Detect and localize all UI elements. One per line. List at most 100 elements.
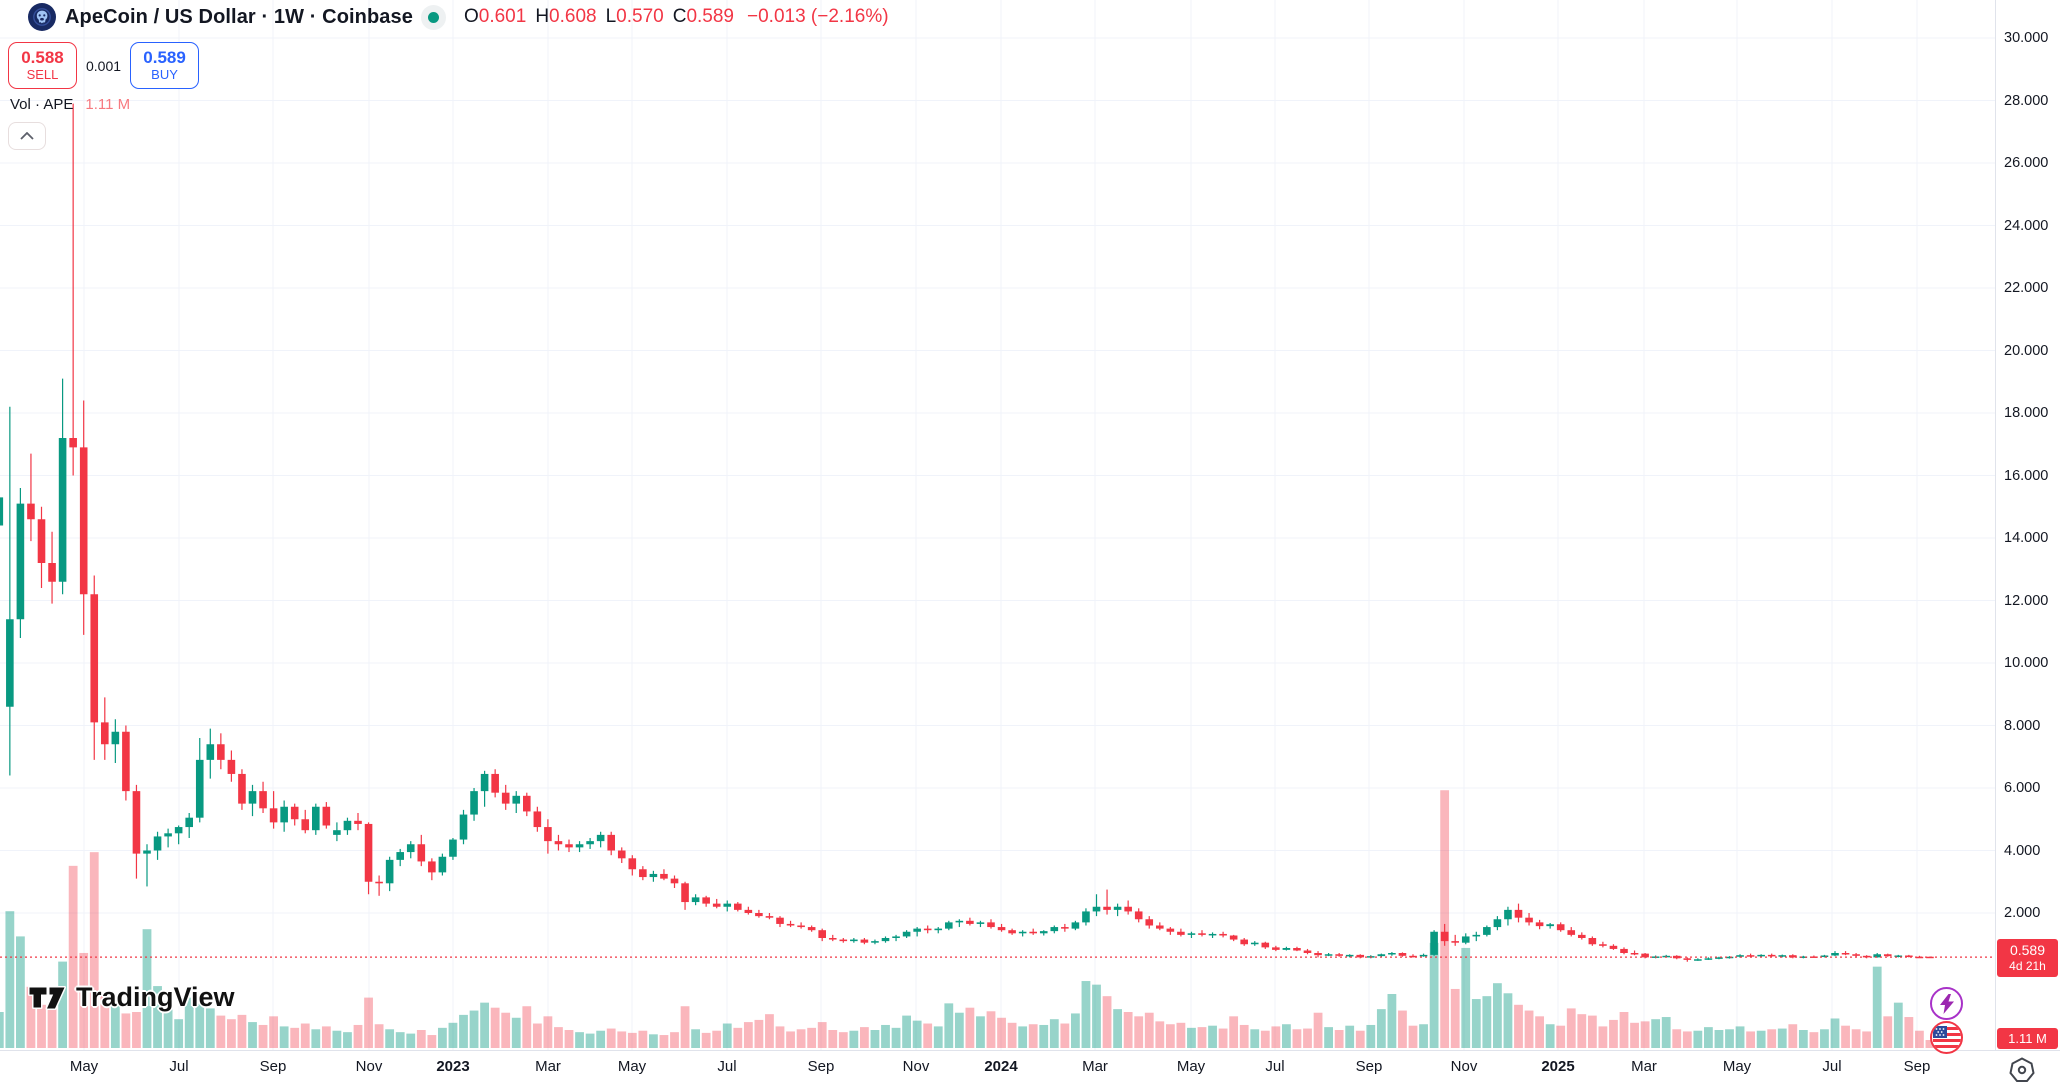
- volume-bar: [163, 1001, 173, 1048]
- time-axis-settings-button[interactable]: [2008, 1056, 2036, 1089]
- volume-bar: [110, 1003, 120, 1048]
- volume-bar: [1756, 1030, 1766, 1048]
- candle-body: [1029, 931, 1037, 934]
- volume-indicator-value: 1.11 M: [85, 96, 131, 113]
- buy-label: BUY: [151, 66, 178, 82]
- volume-indicator-legend[interactable]: Vol · APE 1.11 M: [10, 96, 130, 113]
- volume-bar: [427, 1035, 437, 1048]
- volume-bar: [976, 1016, 985, 1048]
- candle-body: [1451, 941, 1459, 943]
- time-axis-label: Jul: [1822, 1058, 1842, 1075]
- instant-trading-button[interactable]: [1930, 987, 1963, 1020]
- candle-body: [997, 927, 1006, 931]
- candle-body: [333, 830, 341, 835]
- candle-body: [1356, 954, 1365, 958]
- time-axis-label: May: [69, 1058, 99, 1075]
- volume-bar: [26, 986, 36, 1048]
- candle-body: [48, 563, 56, 582]
- volume-bar: [638, 1030, 648, 1048]
- candle-body: [290, 806, 299, 820]
- volume-bar: [448, 1022, 458, 1048]
- volume-bar: [1049, 1019, 1059, 1048]
- volume-bar: [944, 1003, 954, 1048]
- volume-bar: [5, 911, 15, 1048]
- candle-body: [269, 808, 278, 823]
- volume-bar: [1672, 1029, 1682, 1048]
- candle-body: [27, 503, 35, 520]
- candle-body: [1303, 950, 1312, 953]
- us-flag-icon: [1932, 1025, 1961, 1048]
- volume-bar: [227, 1019, 236, 1048]
- candle-body: [1440, 931, 1449, 942]
- volume-bar: [1735, 1026, 1745, 1048]
- candle-body: [1736, 955, 1744, 957]
- volume-bar: [1324, 1027, 1333, 1048]
- symbol-title[interactable]: ApeCoin / US Dollar · 1W · Coinbase: [65, 5, 413, 28]
- volume-bar: [353, 1024, 363, 1048]
- apecoin-logo-icon[interactable]: [28, 3, 56, 31]
- candle-body: [1799, 956, 1808, 958]
- volume-bar: [670, 1032, 679, 1048]
- candle-body: [1430, 931, 1438, 955]
- market-status-dot-icon[interactable]: [427, 11, 439, 23]
- candle-body: [1134, 911, 1143, 920]
- candle-body: [1514, 909, 1523, 918]
- volume-bar: [1313, 1012, 1323, 1048]
- candle-body: [1546, 924, 1554, 927]
- volume-bar: [1566, 1008, 1576, 1048]
- candle-body: [217, 744, 225, 760]
- candle-body: [58, 438, 67, 582]
- candle-body: [470, 791, 478, 815]
- volume-bar: [606, 1028, 616, 1048]
- candle-body: [1103, 906, 1111, 910]
- volume-bar: [1493, 983, 1502, 1048]
- price-axis-label: 18.000: [2004, 405, 2049, 421]
- volume-bar: [16, 936, 25, 1048]
- volume-bar: [881, 1024, 890, 1048]
- candle-body: [744, 909, 753, 913]
- time-axis-label: Jul: [717, 1058, 737, 1075]
- volume-bar: [575, 1032, 584, 1048]
- volume-bar: [1883, 1016, 1893, 1048]
- volume-bar: [1851, 1029, 1861, 1048]
- volume-bar: [1144, 1012, 1154, 1048]
- candle-body: [449, 839, 457, 857]
- volume-bar: [1039, 1024, 1049, 1048]
- volume-bar: [300, 1023, 310, 1048]
- price-axis[interactable]: 30.000 28.000 26.000 24.000 22.000 20.000 18.0…: [1995, 0, 2060, 1050]
- candle-body: [164, 833, 172, 837]
- volume-bar: [860, 1027, 869, 1048]
- time-axis[interactable]: May Jul Sep Nov 2023 Mar May Jul Sep Nov 2024 Mar Ma…: [0, 1050, 2060, 1089]
- volume-bar: [1440, 790, 1450, 1048]
- candle-body: [1841, 953, 1850, 955]
- candle-body: [934, 928, 943, 931]
- sell-button[interactable]: 0.588 SELL: [8, 42, 77, 89]
- buy-button[interactable]: 0.589 BUY: [130, 42, 200, 89]
- volume-bar: [1809, 1032, 1819, 1048]
- time-axis-label: May: [617, 1058, 647, 1075]
- volume-bar: [997, 1017, 1006, 1048]
- candle-body: [1208, 933, 1217, 936]
- candle-body: [1335, 954, 1343, 956]
- volume-bar: [1587, 1015, 1597, 1048]
- market-region-button[interactable]: [1930, 1021, 1963, 1054]
- collapse-indicator-button[interactable]: [8, 122, 46, 150]
- price-axis-label: 12.000: [2004, 592, 2049, 609]
- candle-body: [1229, 935, 1238, 940]
- volume-bar: [786, 1031, 795, 1048]
- time-axis-label: May: [1176, 1058, 1206, 1075]
- candle-body: [459, 814, 468, 840]
- volume-bar: [258, 1024, 268, 1048]
- candle-body: [1345, 954, 1354, 957]
- close-label: C: [672, 6, 687, 27]
- volume-bar: [1450, 988, 1460, 1048]
- volume-bar: [1187, 1027, 1196, 1048]
- volume-bar: [406, 1033, 416, 1048]
- candle-body: [533, 811, 542, 828]
- volume-bar: [174, 1019, 184, 1048]
- candle-body: [375, 881, 383, 884]
- candle-body: [639, 869, 647, 878]
- candle-body: [565, 844, 573, 848]
- candle-body: [976, 922, 985, 924]
